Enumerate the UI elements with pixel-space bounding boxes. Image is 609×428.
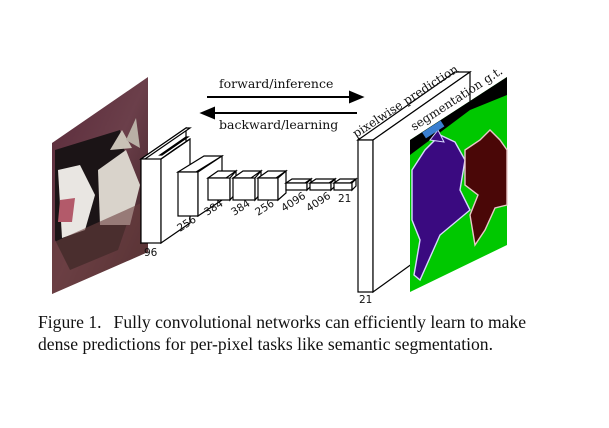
layer-block-384-b — [231, 169, 263, 202]
layer-size-label: 96 — [144, 247, 158, 259]
layer-block-384-a — [206, 169, 238, 202]
forward-arrow — [207, 90, 365, 104]
segmentation-gt — [410, 77, 508, 292]
fcn-figure: forward/inference backward/learning pixe… — [52, 62, 508, 306]
layer-size-label: 21 — [338, 193, 351, 205]
input-photo — [52, 77, 148, 294]
output-size-label: 21 — [359, 294, 372, 305]
layer-block-256-b — [256, 169, 288, 202]
figure-caption: Figure 1. Fully convolutional networks ca… — [38, 312, 538, 355]
forward-label: forward/inference — [219, 76, 333, 91]
layer-block-4096-b — [308, 177, 337, 192]
backward-arrow — [199, 106, 357, 120]
backward-label: backward/learning — [219, 117, 338, 132]
layer-block-4096-a — [284, 177, 313, 192]
layer-block-21 — [332, 177, 358, 192]
figure-caption-text: Fully convolutional networks can efficie… — [38, 312, 527, 354]
layer-block-96 — [139, 126, 192, 245]
figure-caption-label: Figure 1. — [38, 312, 102, 332]
layer-size-label: 4096 — [304, 190, 333, 215]
